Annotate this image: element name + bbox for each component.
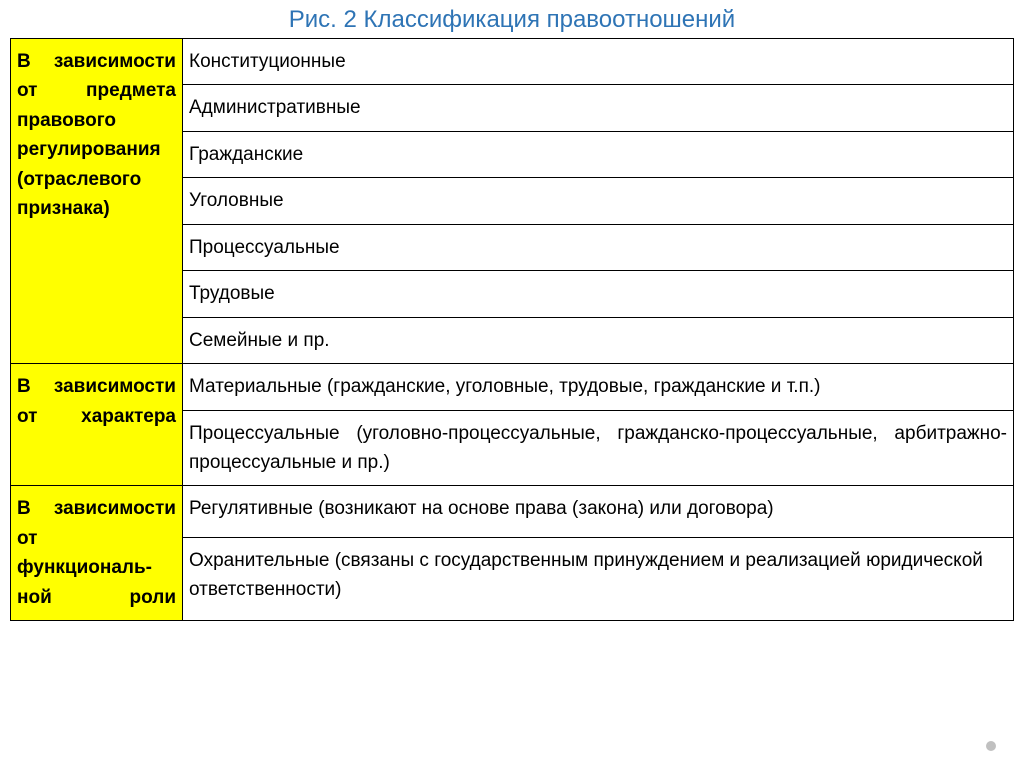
value-cell: Административные	[183, 85, 1014, 131]
table-row: В зависимости от функциональ-ной роли Ре…	[11, 486, 1014, 537]
category-cell: В зависимости от предмета правового регу…	[11, 39, 183, 364]
value-cell: Гражданские	[183, 131, 1014, 177]
table-row: В зависимости от предмета правового регу…	[11, 39, 1014, 85]
table-row: В зависимости от характера Материальные …	[11, 364, 1014, 410]
classification-table: В зависимости от предмета правового регу…	[10, 38, 1014, 621]
value-cell: Материальные (гражданские, уголовные, тр…	[183, 364, 1014, 410]
value-cell: Охранительные (связаны с государственным…	[183, 537, 1014, 621]
category-cell: В зависимости от характера	[11, 364, 183, 486]
value-cell: Конституционные	[183, 39, 1014, 85]
value-cell: Трудовые	[183, 271, 1014, 317]
figure-title: Рис. 2 Классификация правоотношений	[0, 0, 1024, 38]
value-cell: Процессуальные (уголовно-процессуальные,…	[183, 410, 1014, 486]
value-cell: Процессуальные	[183, 224, 1014, 270]
category-cell: В зависимости от функциональ-ной роли	[11, 486, 183, 621]
value-cell: Семейные и пр.	[183, 317, 1014, 363]
value-cell: Регулятивные (возникают на основе права …	[183, 486, 1014, 537]
value-cell: Уголовные	[183, 178, 1014, 224]
slide-decor-dot	[986, 741, 996, 751]
